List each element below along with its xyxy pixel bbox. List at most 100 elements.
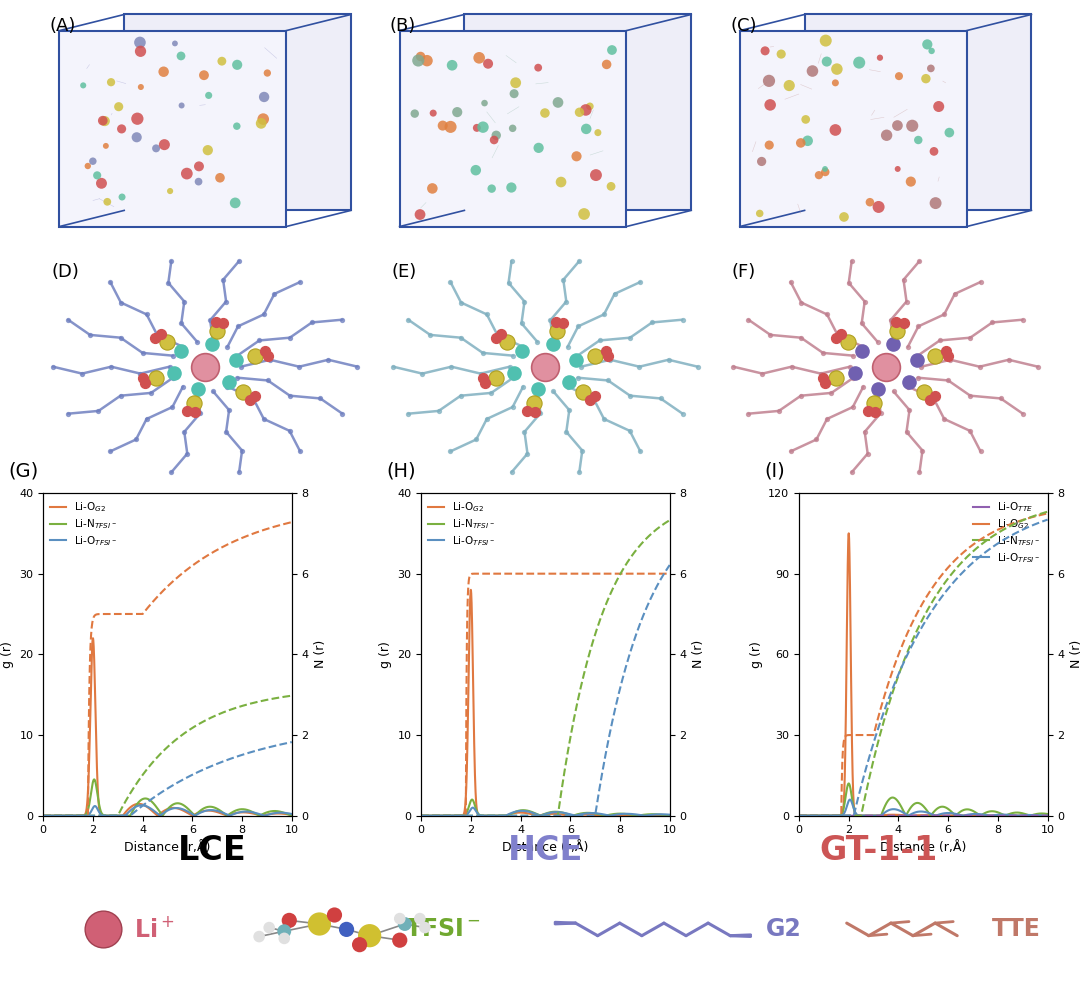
Polygon shape [124,15,351,210]
Point [215,315,232,330]
Point [595,307,612,322]
Point [165,366,183,382]
Point [984,315,1001,330]
Point [568,352,585,368]
Point [814,370,832,386]
Point [529,334,546,350]
Point [781,78,798,94]
Point [827,122,845,138]
Point [204,336,221,352]
Point [361,928,378,944]
Point [230,464,247,480]
Point [961,329,978,345]
Point [102,274,119,290]
Point [471,50,488,66]
Point [241,391,258,407]
Point [895,272,913,288]
Point [972,274,989,290]
Point [442,444,459,459]
Point [575,384,592,399]
Point [935,411,953,427]
Point [861,194,878,210]
Point [793,387,810,403]
Text: (C): (C) [730,17,757,35]
Point [797,111,814,127]
Point [644,315,661,330]
Point [474,370,491,386]
Point [161,183,178,199]
Point [147,329,164,345]
Point [571,105,589,120]
Point [434,117,451,133]
Point [552,175,569,190]
Point [516,424,534,440]
Point [900,379,917,394]
Point [73,366,91,382]
Point [514,379,531,394]
Point [505,366,523,382]
Point [926,144,943,160]
Point [220,402,238,418]
Point [865,394,882,410]
Point [531,405,549,421]
Point [448,105,465,120]
Point [400,312,417,327]
Point [941,124,958,140]
Point [281,329,298,345]
Point [281,387,298,403]
Point [453,387,470,403]
Point [846,366,863,382]
Point [220,375,238,390]
Point [163,464,180,480]
Point [275,931,293,947]
Point [529,60,546,76]
Point [819,307,836,322]
Point [110,99,127,114]
Point [961,387,978,403]
Point [148,140,165,156]
Point [156,64,173,80]
Point [164,399,181,415]
Point [255,307,272,322]
Point [544,384,562,399]
Point [97,138,114,154]
Point [740,406,757,422]
Point [814,345,832,361]
Point [772,46,789,62]
Point [229,318,246,334]
Point [391,933,408,949]
Text: TFSI$^-$: TFSI$^-$ [405,917,481,942]
Point [606,286,623,302]
Point [202,313,219,328]
Point [889,117,906,133]
Point [872,405,889,421]
Point [591,332,608,348]
Point [292,444,309,459]
Point [888,314,905,329]
Point [215,272,232,288]
Point [492,325,510,341]
Point [253,115,270,131]
Point [424,106,442,121]
Point [391,911,408,927]
Point [81,327,98,343]
Point [578,121,595,137]
Point [529,382,546,397]
Point [935,307,953,322]
Point [44,359,62,375]
Point [921,391,939,407]
Point [897,294,915,310]
Point [480,56,497,72]
Point [856,294,874,310]
Point [819,411,836,427]
Point [1000,352,1017,368]
Point [569,318,586,334]
Point [256,89,273,105]
Point [507,75,524,91]
Point [259,65,276,81]
Text: (A): (A) [50,17,76,35]
Point [910,253,928,269]
Point [761,97,779,112]
Point [909,132,927,148]
Point [504,399,522,415]
